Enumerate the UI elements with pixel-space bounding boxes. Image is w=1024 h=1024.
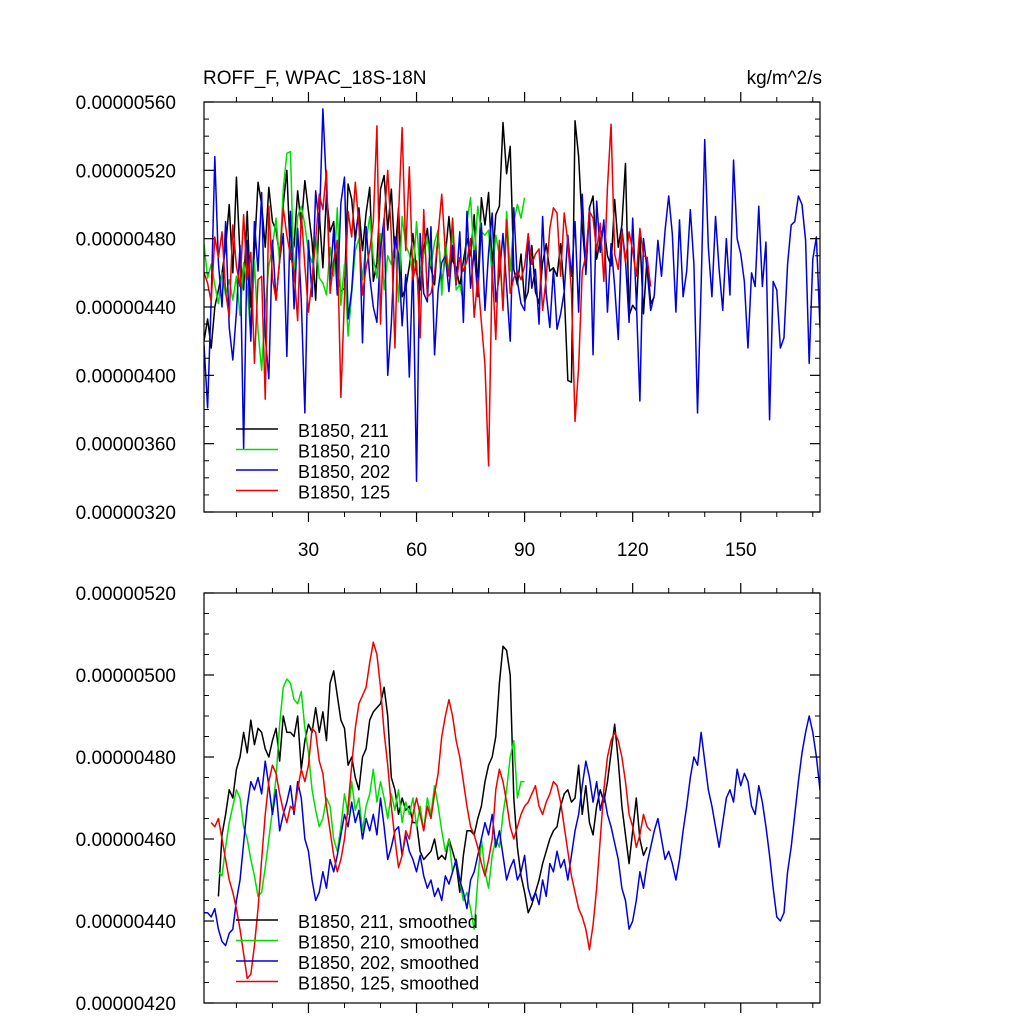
bottom-y-tick-label: 0.00000500: [76, 666, 176, 687]
bottom-plot-area: [204, 641, 820, 980]
top-panel: ROFF_F, WPAC_18S-18N kg/m^2/s 30 60 90 120 1…: [76, 68, 822, 561]
bottom-series-line-2: [217, 678, 525, 930]
top-legend-label-4: B1850, 125: [298, 483, 390, 503]
top-x-tick-label: 60: [406, 540, 427, 561]
top-y-tick-label: 0.00000360: [76, 435, 176, 456]
bottom-legend-label-3: B1850, 202, smoothed: [298, 953, 479, 973]
top-series-group: [204, 108, 820, 482]
bottom-series-line-3: [204, 715, 820, 947]
top-legend-label-1: B1850, 211: [298, 421, 389, 441]
bottom-series-line-4: [210, 641, 652, 980]
bottom-y-tick-label: 0.00000420: [76, 994, 176, 1015]
top-y-tick-label: 0.00000560: [76, 93, 176, 114]
bottom-y-tick-label: 0.00000440: [76, 912, 176, 933]
top-x-tick-label: 30: [298, 540, 319, 561]
top-x-tick-label: 90: [514, 540, 535, 561]
bottom-legend-label-2: B1850, 210, smoothed: [298, 933, 479, 953]
top-y-tick-label: 0.00000440: [76, 298, 176, 319]
top-series-line-3: [204, 108, 820, 482]
top-x-tick-label: 150: [725, 540, 757, 561]
bottom-legend-label-4: B1850, 125, smoothed: [298, 974, 479, 994]
top-legend-label-2: B1850, 210: [298, 442, 390, 462]
top-legend-label-3: B1850, 202: [298, 462, 390, 482]
top-y-tick-label: 0.00000480: [76, 230, 176, 251]
bottom-panel: 0.00000420 0.00000440 0.00000460 0.00000480…: [76, 583, 821, 1015]
bottom-y-tick-label: 0.00000520: [76, 584, 176, 605]
top-y-tick-label: 0.00000400: [76, 366, 176, 387]
top-series-line-4: [204, 123, 652, 467]
bottom-series-group: [204, 641, 820, 980]
top-y-tick-label: 0.00000320: [76, 503, 176, 524]
bottom-series-line-1: [217, 645, 648, 914]
top-panel-title: ROFF_F, WPAC_18S-18N: [203, 68, 426, 89]
bottom-y-tick-label: 0.00000480: [76, 748, 176, 769]
top-x-tick-label: 120: [617, 540, 649, 561]
bottom-y-tick-label: 0.00000460: [76, 830, 176, 851]
top-panel-units: kg/m^2/s: [747, 68, 822, 89]
top-y-tick-label: 0.00000520: [76, 161, 176, 182]
bottom-legend-label-1: B1850, 211, smoothed: [298, 912, 478, 932]
top-plot-area: [204, 108, 820, 482]
